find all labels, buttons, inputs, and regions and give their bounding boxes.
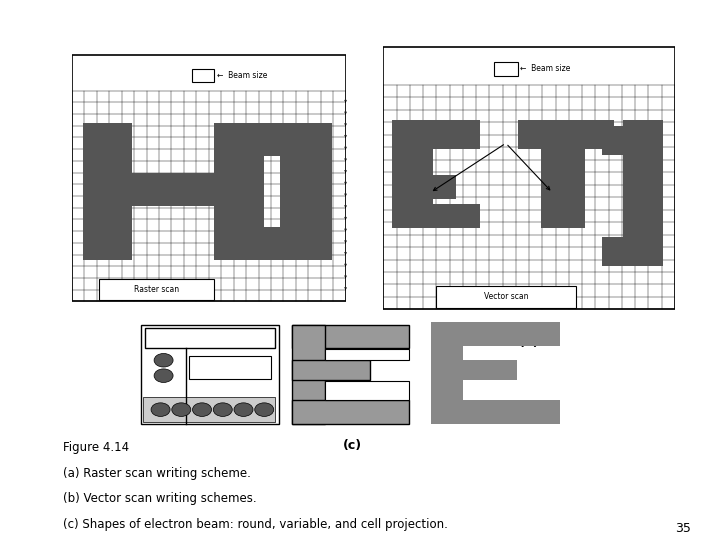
Bar: [141, 325, 279, 423]
Circle shape: [213, 403, 233, 416]
Bar: [436, 286, 576, 308]
Bar: [602, 126, 663, 155]
Bar: [541, 120, 585, 228]
Circle shape: [154, 369, 173, 382]
Bar: [518, 120, 613, 149]
Bar: [280, 124, 332, 260]
Bar: [215, 124, 264, 260]
Bar: [392, 120, 480, 149]
Text: 35: 35: [675, 522, 691, 535]
Text: Raster scan: Raster scan: [134, 285, 179, 294]
Bar: [99, 279, 215, 300]
Bar: [623, 120, 663, 266]
Circle shape: [154, 354, 173, 367]
Text: (b) Vector scan writing schemes.: (b) Vector scan writing schemes.: [63, 492, 257, 505]
Text: (c) Shapes of electron beam: round, variable, and cell projection.: (c) Shapes of electron beam: round, vari…: [63, 518, 448, 531]
Circle shape: [172, 403, 191, 416]
Circle shape: [192, 403, 212, 416]
Bar: [392, 120, 433, 228]
Bar: [292, 360, 370, 380]
Bar: [83, 173, 264, 206]
Circle shape: [151, 403, 170, 416]
Text: ←  Beam size: ← Beam size: [521, 64, 571, 73]
Bar: [431, 322, 560, 346]
Bar: [83, 124, 132, 260]
Bar: [143, 397, 275, 422]
Bar: [292, 325, 409, 348]
Bar: [392, 205, 480, 228]
Bar: [602, 237, 663, 266]
Bar: [494, 62, 518, 76]
Bar: [264, 124, 332, 156]
Bar: [431, 400, 560, 423]
Bar: [264, 227, 332, 260]
Text: Vector scan: Vector scan: [484, 292, 528, 301]
Bar: [392, 176, 456, 199]
Circle shape: [255, 403, 274, 416]
Text: Figure 4.14: Figure 4.14: [63, 441, 129, 454]
Bar: [325, 381, 409, 400]
Text: (a): (a): [199, 326, 219, 339]
Text: (c): (c): [343, 439, 362, 452]
Bar: [192, 69, 215, 83]
Text: (b): (b): [519, 336, 539, 349]
Bar: [431, 360, 517, 380]
Bar: [145, 328, 275, 348]
Bar: [292, 400, 409, 423]
Circle shape: [234, 403, 253, 416]
Bar: [325, 348, 409, 360]
Bar: [292, 325, 325, 423]
Bar: [189, 356, 271, 379]
Text: (a) Raster scan writing scheme.: (a) Raster scan writing scheme.: [63, 467, 251, 480]
Text: ←  Beam size: ← Beam size: [217, 71, 267, 80]
Bar: [431, 322, 463, 423]
